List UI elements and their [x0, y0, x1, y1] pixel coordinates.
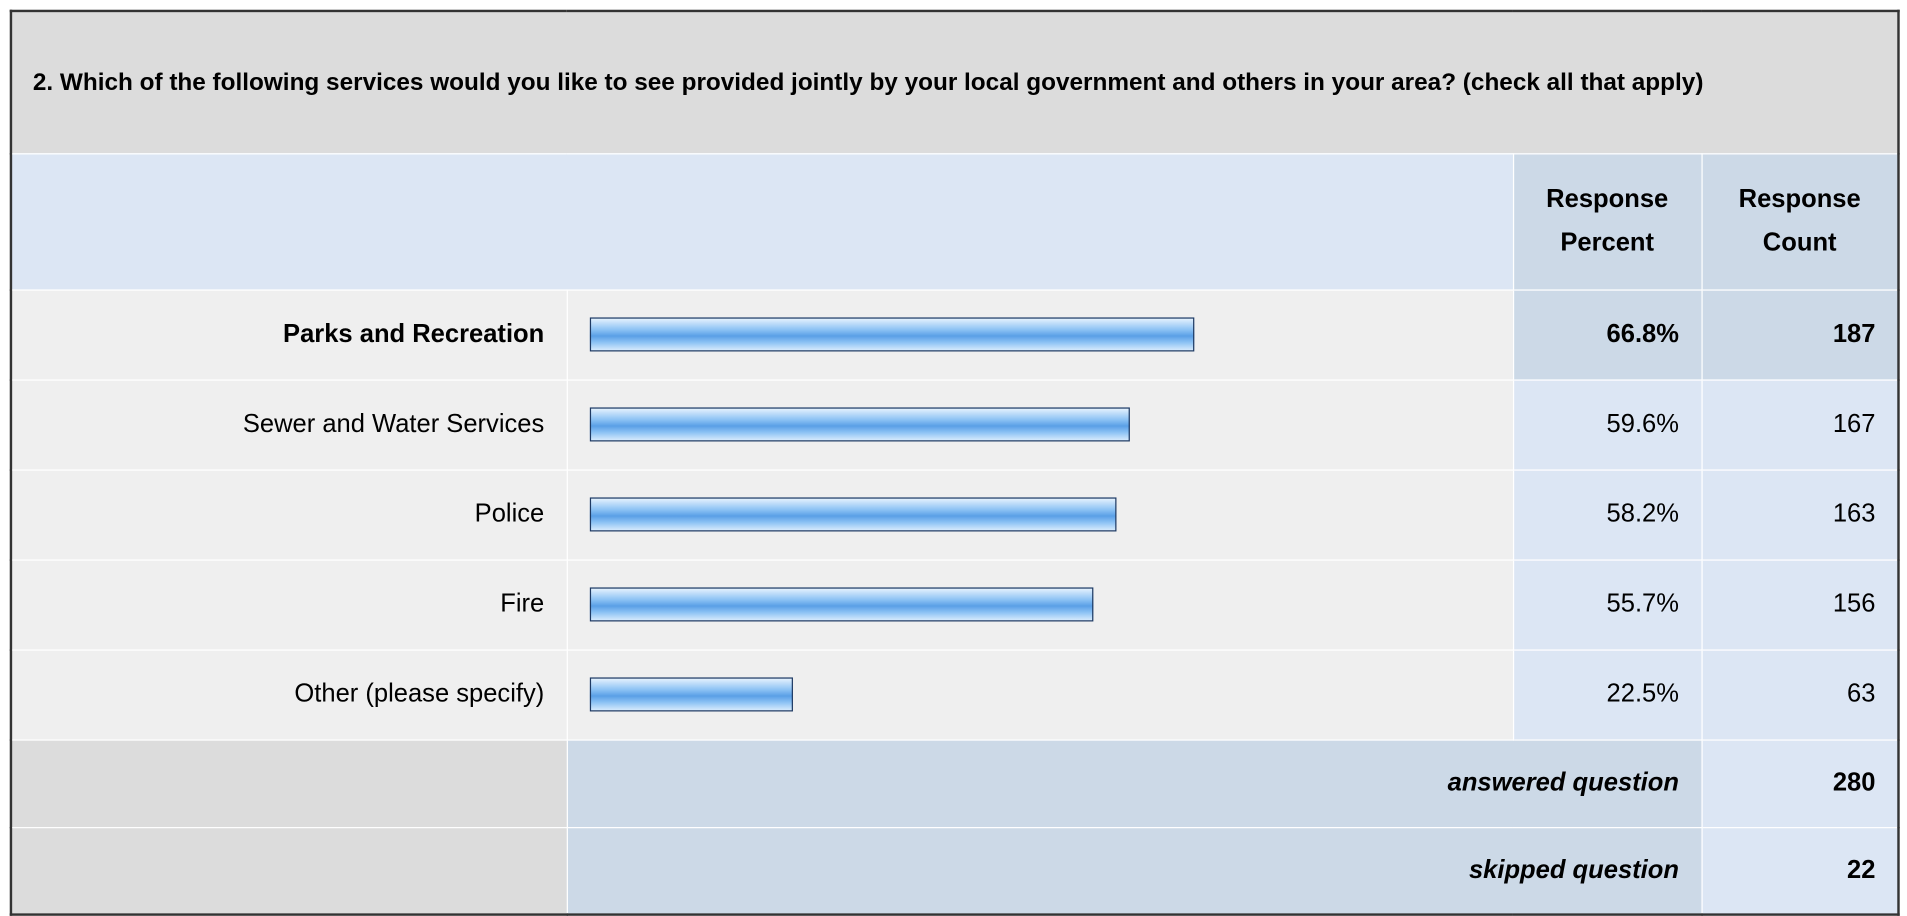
bar	[589, 407, 1130, 442]
bar	[589, 317, 1195, 352]
bar	[589, 677, 794, 712]
bar-cell	[566, 288, 1514, 381]
count-label: 163	[1700, 468, 1900, 561]
count-label: 156	[1700, 558, 1900, 651]
category-label: Sewer and Water Services	[10, 378, 568, 471]
percent-label: 55.7%	[1512, 558, 1703, 651]
summary-value: 22	[1700, 826, 1900, 916]
bar-cell	[566, 378, 1514, 471]
data-row: Other (please specify) 22.5% 63	[10, 648, 1900, 741]
data-row: Parks and Recreation 66.8% 187	[10, 288, 1900, 381]
column-header: Response Percent	[1512, 152, 1703, 291]
data-row: Fire 55.7% 156	[10, 558, 1900, 651]
summary-label: skipped question	[566, 826, 1703, 916]
percent-label: 59.6%	[1512, 378, 1703, 471]
summary-blank	[10, 826, 568, 916]
percent-label: 22.5%	[1512, 648, 1703, 741]
column-header: Response Count	[1700, 152, 1900, 291]
data-row: Sewer and Water Services 59.6% 167	[10, 378, 1900, 471]
bar-cell	[566, 648, 1514, 741]
count-label: 167	[1700, 378, 1900, 471]
bar-cell	[566, 558, 1514, 651]
summary-value: 280	[1700, 738, 1900, 828]
bar	[589, 587, 1094, 622]
percent-label: 58.2%	[1512, 468, 1703, 561]
count-label: 187	[1700, 288, 1900, 381]
question-title: 2. Which of the following services would…	[10, 10, 1900, 154]
count-label: 63	[1700, 648, 1900, 741]
header-blank	[10, 152, 1514, 291]
summary-blank	[10, 738, 568, 828]
category-label: Fire	[10, 558, 568, 651]
results-table: 2. Which of the following services would…	[9, 9, 1900, 916]
summary-label: answered question	[566, 738, 1703, 828]
bar	[589, 497, 1117, 532]
category-label: Other (please specify)	[10, 648, 568, 741]
category-label: Police	[10, 468, 568, 561]
data-row: Police 58.2% 163	[10, 468, 1900, 561]
bar-cell	[566, 468, 1514, 561]
percent-label: 66.8%	[1512, 288, 1703, 381]
category-label: Parks and Recreation	[10, 288, 568, 381]
